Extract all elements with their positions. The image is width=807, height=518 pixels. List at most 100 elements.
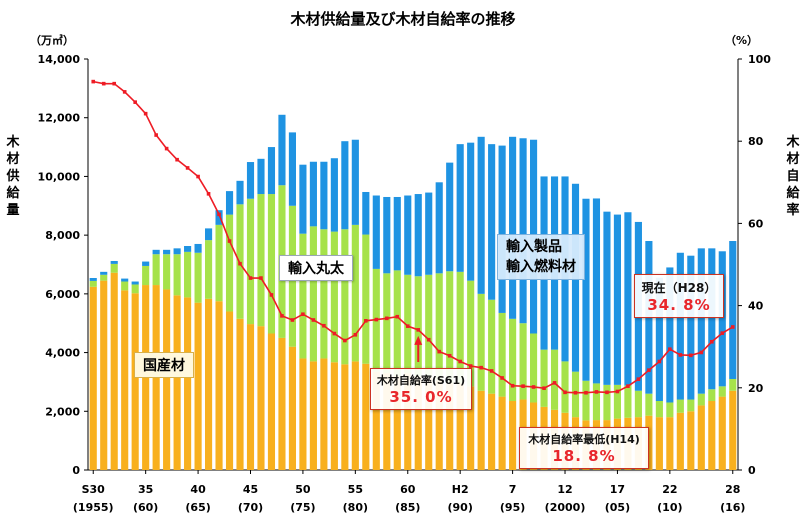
bar-imported-products (184, 246, 192, 252)
s61-arrow-head (414, 335, 423, 345)
right-axis-label-char: 率 (786, 202, 799, 218)
rate-point (353, 332, 358, 337)
x-tick-label: 17 (610, 483, 625, 496)
rate-point (689, 353, 693, 358)
rate-point (489, 369, 494, 373)
bar-imported-log (246, 198, 255, 325)
left-axis-label-char: 木 (5, 134, 20, 150)
bar-imported-products (205, 228, 213, 241)
bar-imported-log (351, 224, 359, 362)
x-tick-label: S30 (82, 483, 106, 496)
rate-point (374, 317, 379, 322)
rate-point (699, 350, 704, 355)
bar-imported-products (708, 248, 716, 390)
rate-point (668, 347, 672, 351)
bar-imported-log (708, 389, 716, 402)
left-tick-label: 4,000 (45, 347, 80, 360)
bar-imported-log (341, 229, 349, 365)
bar-domestic (697, 405, 705, 470)
bar-imported-products (697, 248, 705, 394)
bar-imported-log (592, 383, 601, 421)
x-tick-label: 12 (557, 483, 572, 496)
bar-imported-products (613, 214, 621, 385)
x-tick-sublabel: (60) (133, 501, 158, 514)
rate-point (605, 390, 609, 395)
s61-rate-box: 木材自給率(S61) 35. 0% (370, 368, 472, 410)
bar-imported-log (194, 252, 202, 303)
x-tick-sublabel: (2000) (545, 501, 586, 514)
bar-imported-log (446, 271, 454, 384)
rate-point (626, 384, 630, 388)
bar-imported-products (330, 158, 338, 232)
bar-imported-products (404, 195, 412, 275)
rate-point (91, 79, 96, 84)
bar-domestic (299, 358, 307, 470)
bar-imported-products (383, 196, 391, 274)
rate-point (615, 389, 620, 394)
rate-point (479, 365, 483, 370)
bar-imported-products (215, 210, 223, 225)
bar-imported-log (435, 273, 443, 381)
bar-domestic (425, 377, 433, 470)
rate-point (227, 239, 232, 243)
bar-imported-products (425, 192, 433, 275)
bar-domestic (509, 401, 517, 470)
x-tick-sublabel: (05) (605, 501, 630, 514)
bar-imported-products (435, 182, 443, 274)
bar-imported-log (142, 265, 150, 286)
x-tick-label: 55 (348, 483, 363, 496)
bar-imported-log (383, 273, 391, 374)
bar-domestic (215, 301, 223, 470)
rate-point (720, 331, 725, 335)
rate-point (437, 349, 442, 354)
bar-imported-products (372, 195, 380, 269)
rate-point (447, 353, 452, 358)
domestic-label: 国産材 (134, 352, 194, 378)
bar-domestic (184, 297, 192, 470)
right-axis-label-char: 木 (785, 134, 800, 150)
bar-domestic (163, 289, 171, 470)
s61-rate-title: 木材自給率(S61) (376, 374, 466, 387)
bar-imported-log (89, 280, 97, 287)
rate-point (364, 319, 368, 323)
bar-domestic (330, 362, 338, 470)
bar-imported-log (655, 401, 663, 418)
bar-domestic (467, 386, 475, 470)
right-tick-label: 100 (748, 53, 771, 66)
rate-point (552, 381, 557, 385)
bar-imported-log (404, 274, 412, 374)
bar-imported-products (142, 261, 150, 266)
bar-imported-log (613, 384, 621, 419)
right-tick-label: 40 (748, 300, 764, 313)
rate-point (290, 318, 295, 322)
bar-imported-log (320, 229, 328, 359)
current-rate-title: 現在（H28） (641, 281, 717, 295)
bar-imported-log (498, 312, 506, 397)
bar-domestic (498, 396, 506, 470)
bar-imported-products (477, 136, 485, 294)
left-axis-label-char: 給 (6, 185, 20, 201)
x-tick-sublabel: (65) (185, 501, 210, 514)
x-tick-sublabel: (16) (720, 501, 745, 514)
bar-domestic (236, 318, 244, 470)
bar-imported-products (152, 249, 160, 255)
bar-domestic (225, 311, 234, 470)
rate-point (259, 276, 263, 280)
left-tick-label: 10,000 (38, 170, 81, 183)
rate-point (112, 81, 117, 86)
bar-imported-log (530, 333, 538, 403)
left-axis-label: 木材供給量 (5, 134, 20, 218)
bar-imported-products (163, 249, 171, 255)
bar-domestic (267, 333, 276, 470)
bar-imported-products (351, 139, 359, 225)
bar-imported-products (89, 278, 97, 281)
bar-imported-log (519, 323, 527, 400)
bar-imported-products (100, 271, 108, 275)
bar-imported-log (645, 393, 653, 416)
rate-point (133, 100, 137, 104)
bar-domestic (393, 376, 401, 470)
bar-imported-products (498, 145, 506, 313)
rate-point (709, 339, 714, 344)
bar-imported-log (666, 402, 674, 418)
